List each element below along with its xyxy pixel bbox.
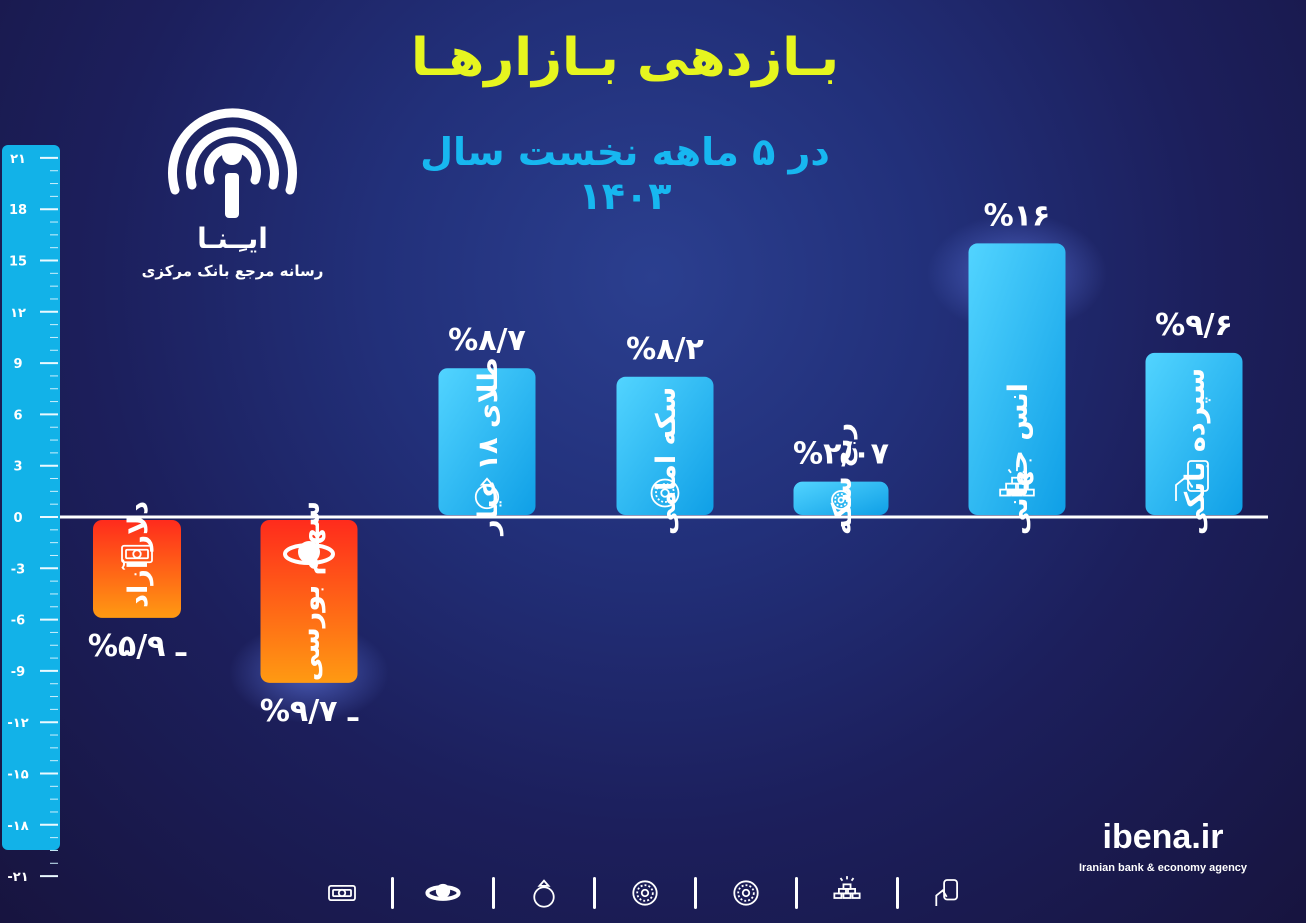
y-tick-label: -۱۲ bbox=[7, 716, 28, 731]
quarter-coin-legend-item bbox=[724, 873, 768, 913]
bar bbox=[260, 520, 358, 683]
gold-bars-icon bbox=[833, 876, 861, 899]
gold-coin-icon bbox=[650, 478, 680, 508]
y-tick-label: -9 bbox=[11, 665, 25, 680]
chart-subtitle: در ۵ ماهه نخست سال ۱۴۰۳ bbox=[420, 130, 830, 218]
y-tick-label: 3 bbox=[13, 460, 22, 475]
logo-tagline: رسانه مرجع بانک مرکزی bbox=[141, 262, 324, 280]
gold-bars-legend-item bbox=[825, 873, 869, 913]
gold-coin-legend-item bbox=[623, 873, 667, 913]
ring-icon bbox=[474, 477, 500, 510]
data-label: %۲/۰۷ bbox=[793, 437, 889, 472]
gold-coin-icon bbox=[632, 880, 658, 906]
quarter-coin-icon bbox=[733, 880, 759, 906]
logo-name: ایـِـنـا bbox=[197, 222, 268, 255]
category-label: سکه امامی bbox=[651, 387, 682, 535]
y-axis-ruler bbox=[2, 145, 60, 850]
cash-icon bbox=[121, 544, 153, 564]
category-label: انس جهانی bbox=[1003, 383, 1034, 535]
bar bbox=[93, 520, 181, 618]
y-tick-label: 0 bbox=[13, 511, 22, 526]
separator bbox=[593, 877, 596, 909]
chart-title: بـازدهی بـازارهـا bbox=[410, 28, 840, 88]
category-label: طلای ۱۸ عیار bbox=[473, 357, 504, 537]
brand-tagline: Iranian bank & economy agency bbox=[1078, 862, 1248, 874]
y-tick-label: 15 bbox=[9, 255, 27, 270]
gold-bars-icon bbox=[999, 466, 1035, 497]
y-tick-label: ۱۲ bbox=[10, 306, 26, 321]
y-tick-label: 9 bbox=[13, 357, 22, 372]
y-tick-label: -۱۸ bbox=[7, 819, 28, 834]
data-label: %۸/۷ bbox=[448, 323, 526, 358]
bank-card-legend-item bbox=[926, 873, 970, 913]
bank-card-icon bbox=[935, 879, 959, 906]
category-label: سپرده بانکی bbox=[1180, 368, 1211, 535]
category-label: دلار آزاد bbox=[121, 501, 154, 608]
y-tick-label: 18 bbox=[9, 203, 27, 218]
category-label: سهام بورسی bbox=[295, 501, 326, 681]
separator bbox=[694, 877, 697, 909]
y-tick-label: 6 bbox=[13, 408, 22, 423]
cash-icon bbox=[328, 884, 356, 902]
separator bbox=[896, 877, 899, 909]
bar bbox=[968, 243, 1066, 515]
icon-legend-bar bbox=[320, 868, 970, 918]
bar bbox=[616, 376, 714, 515]
data-label: %۸/۲ bbox=[626, 332, 704, 367]
ring-icon bbox=[533, 879, 555, 908]
y-tick-label: -3 bbox=[11, 562, 25, 577]
bar bbox=[1145, 352, 1243, 515]
y-tick-label: -6 bbox=[11, 614, 25, 629]
quarter-coin-icon bbox=[831, 490, 851, 510]
data-label: %ـ ۵/۹ bbox=[88, 629, 187, 664]
stock-exchange-legend-item bbox=[421, 873, 465, 913]
bank-card-icon bbox=[1175, 460, 1209, 501]
separator bbox=[391, 877, 394, 909]
data-label: %۱۶ bbox=[984, 198, 1051, 233]
stock-exchange-icon bbox=[283, 541, 335, 565]
cash-legend-item bbox=[320, 873, 364, 913]
y-tick-label: -۲۱ bbox=[7, 870, 28, 885]
brand-logo: ibena.ir bbox=[1102, 818, 1224, 856]
y-tick-label: -۱۵ bbox=[7, 768, 28, 783]
bar bbox=[438, 368, 536, 515]
broadcast-antenna-icon bbox=[168, 108, 297, 218]
ring-legend-item bbox=[522, 873, 566, 913]
data-label: %ـ ۹/۷ bbox=[260, 694, 359, 729]
separator bbox=[492, 877, 495, 909]
stock-exchange-icon bbox=[425, 883, 461, 901]
separator bbox=[795, 877, 798, 909]
y-tick-label: ۲۱ bbox=[10, 152, 26, 167]
category-label: ربع سکه bbox=[827, 423, 858, 535]
data-label: %۹/۶ bbox=[1155, 308, 1233, 343]
